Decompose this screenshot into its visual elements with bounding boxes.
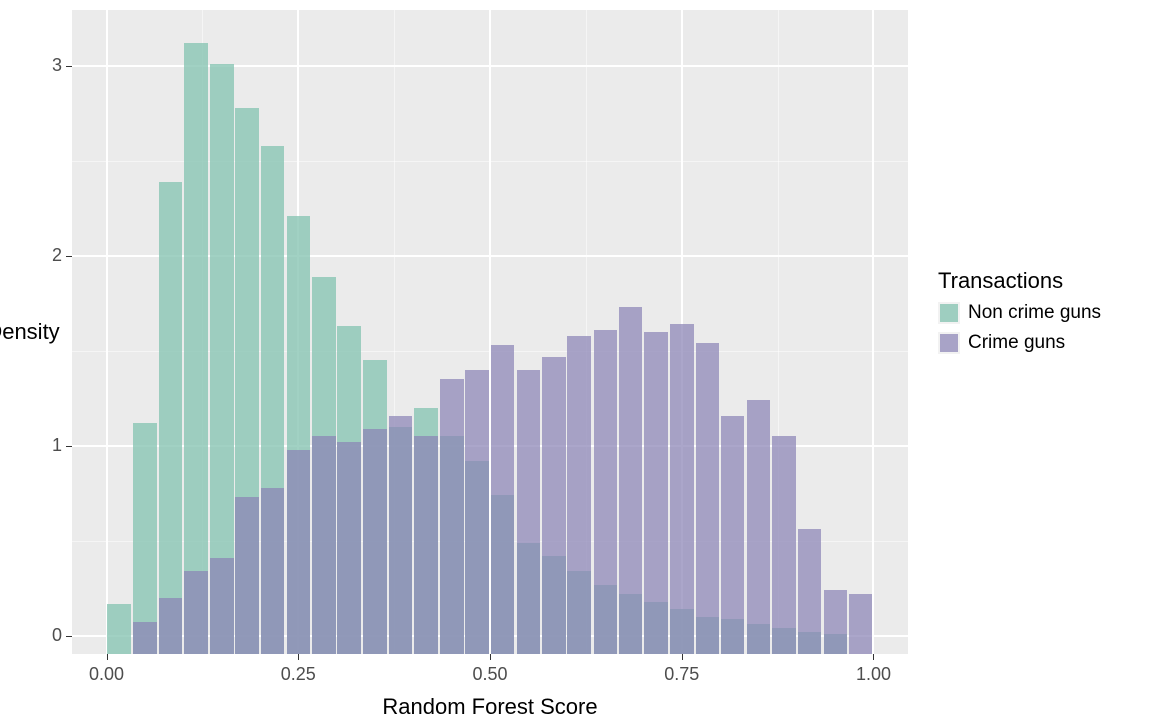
x-tick-label: 1.00 — [851, 664, 895, 685]
x-tick-label: 0.50 — [468, 664, 512, 685]
bar-crime — [287, 450, 311, 654]
y-axis-title: Density — [12, 10, 34, 654]
bar-crime — [721, 416, 745, 654]
y-tick — [66, 66, 72, 67]
bar-crime — [747, 400, 771, 654]
x-tick — [682, 654, 683, 660]
bar-crime — [389, 416, 413, 654]
grid-line-vertical — [106, 10, 108, 654]
y-tick-label: 3 — [52, 55, 62, 76]
bar-crime — [491, 345, 515, 654]
legend: Transactions Non crime guns Crime guns — [938, 268, 1101, 354]
bar-crime — [517, 370, 541, 654]
bar-crime — [414, 436, 438, 654]
bar-crime — [312, 436, 336, 654]
bar-crime — [772, 436, 796, 654]
bar-non-crime — [133, 423, 157, 654]
bar-crime — [824, 590, 848, 654]
grid-line-vertical — [872, 10, 874, 654]
bar-crime — [363, 429, 387, 654]
bar-crime — [184, 571, 208, 654]
x-tick-label: 0.75 — [660, 664, 704, 685]
bar-crime — [542, 357, 566, 654]
bar-crime — [337, 442, 361, 654]
x-tick — [873, 654, 874, 660]
density-histogram-chart: Density Random Forest Score Transactions… — [0, 0, 1163, 724]
bar-crime — [644, 332, 668, 654]
x-tick — [298, 654, 299, 660]
bar-crime — [440, 379, 464, 654]
x-tick — [490, 654, 491, 660]
bar-crime — [133, 622, 157, 654]
bar-crime — [670, 324, 694, 654]
bar-crime — [696, 343, 720, 654]
bar-non-crime — [159, 182, 183, 654]
y-tick — [66, 256, 72, 257]
x-axis-title: Random Forest Score — [72, 694, 908, 720]
x-tick-label: 0.25 — [276, 664, 320, 685]
bar-non-crime — [184, 43, 208, 654]
y-tick — [66, 446, 72, 447]
bar-crime — [465, 370, 489, 654]
bar-crime — [798, 529, 822, 654]
bar-crime — [159, 598, 183, 654]
legend-label: Crime guns — [968, 332, 1065, 354]
x-tick-label: 0.00 — [85, 664, 129, 685]
legend-title: Transactions — [938, 268, 1101, 294]
bar-crime — [619, 307, 643, 654]
bar-crime — [261, 488, 285, 654]
y-tick-label: 1 — [52, 435, 62, 456]
legend-item: Crime guns — [938, 332, 1101, 354]
y-tick — [66, 636, 72, 637]
bar-crime — [849, 594, 873, 654]
legend-swatch — [938, 332, 960, 354]
y-tick-label: 0 — [52, 625, 62, 646]
bar-crime — [210, 558, 234, 654]
bar-non-crime — [107, 604, 131, 655]
y-tick-label: 2 — [52, 245, 62, 266]
bar-crime — [567, 336, 591, 654]
bar-crime — [235, 497, 259, 654]
bar-crime — [594, 330, 618, 654]
legend-label: Non crime guns — [968, 302, 1101, 324]
x-tick — [107, 654, 108, 660]
legend-item: Non crime guns — [938, 302, 1101, 324]
plot-panel — [72, 10, 908, 654]
legend-swatch — [938, 302, 960, 324]
